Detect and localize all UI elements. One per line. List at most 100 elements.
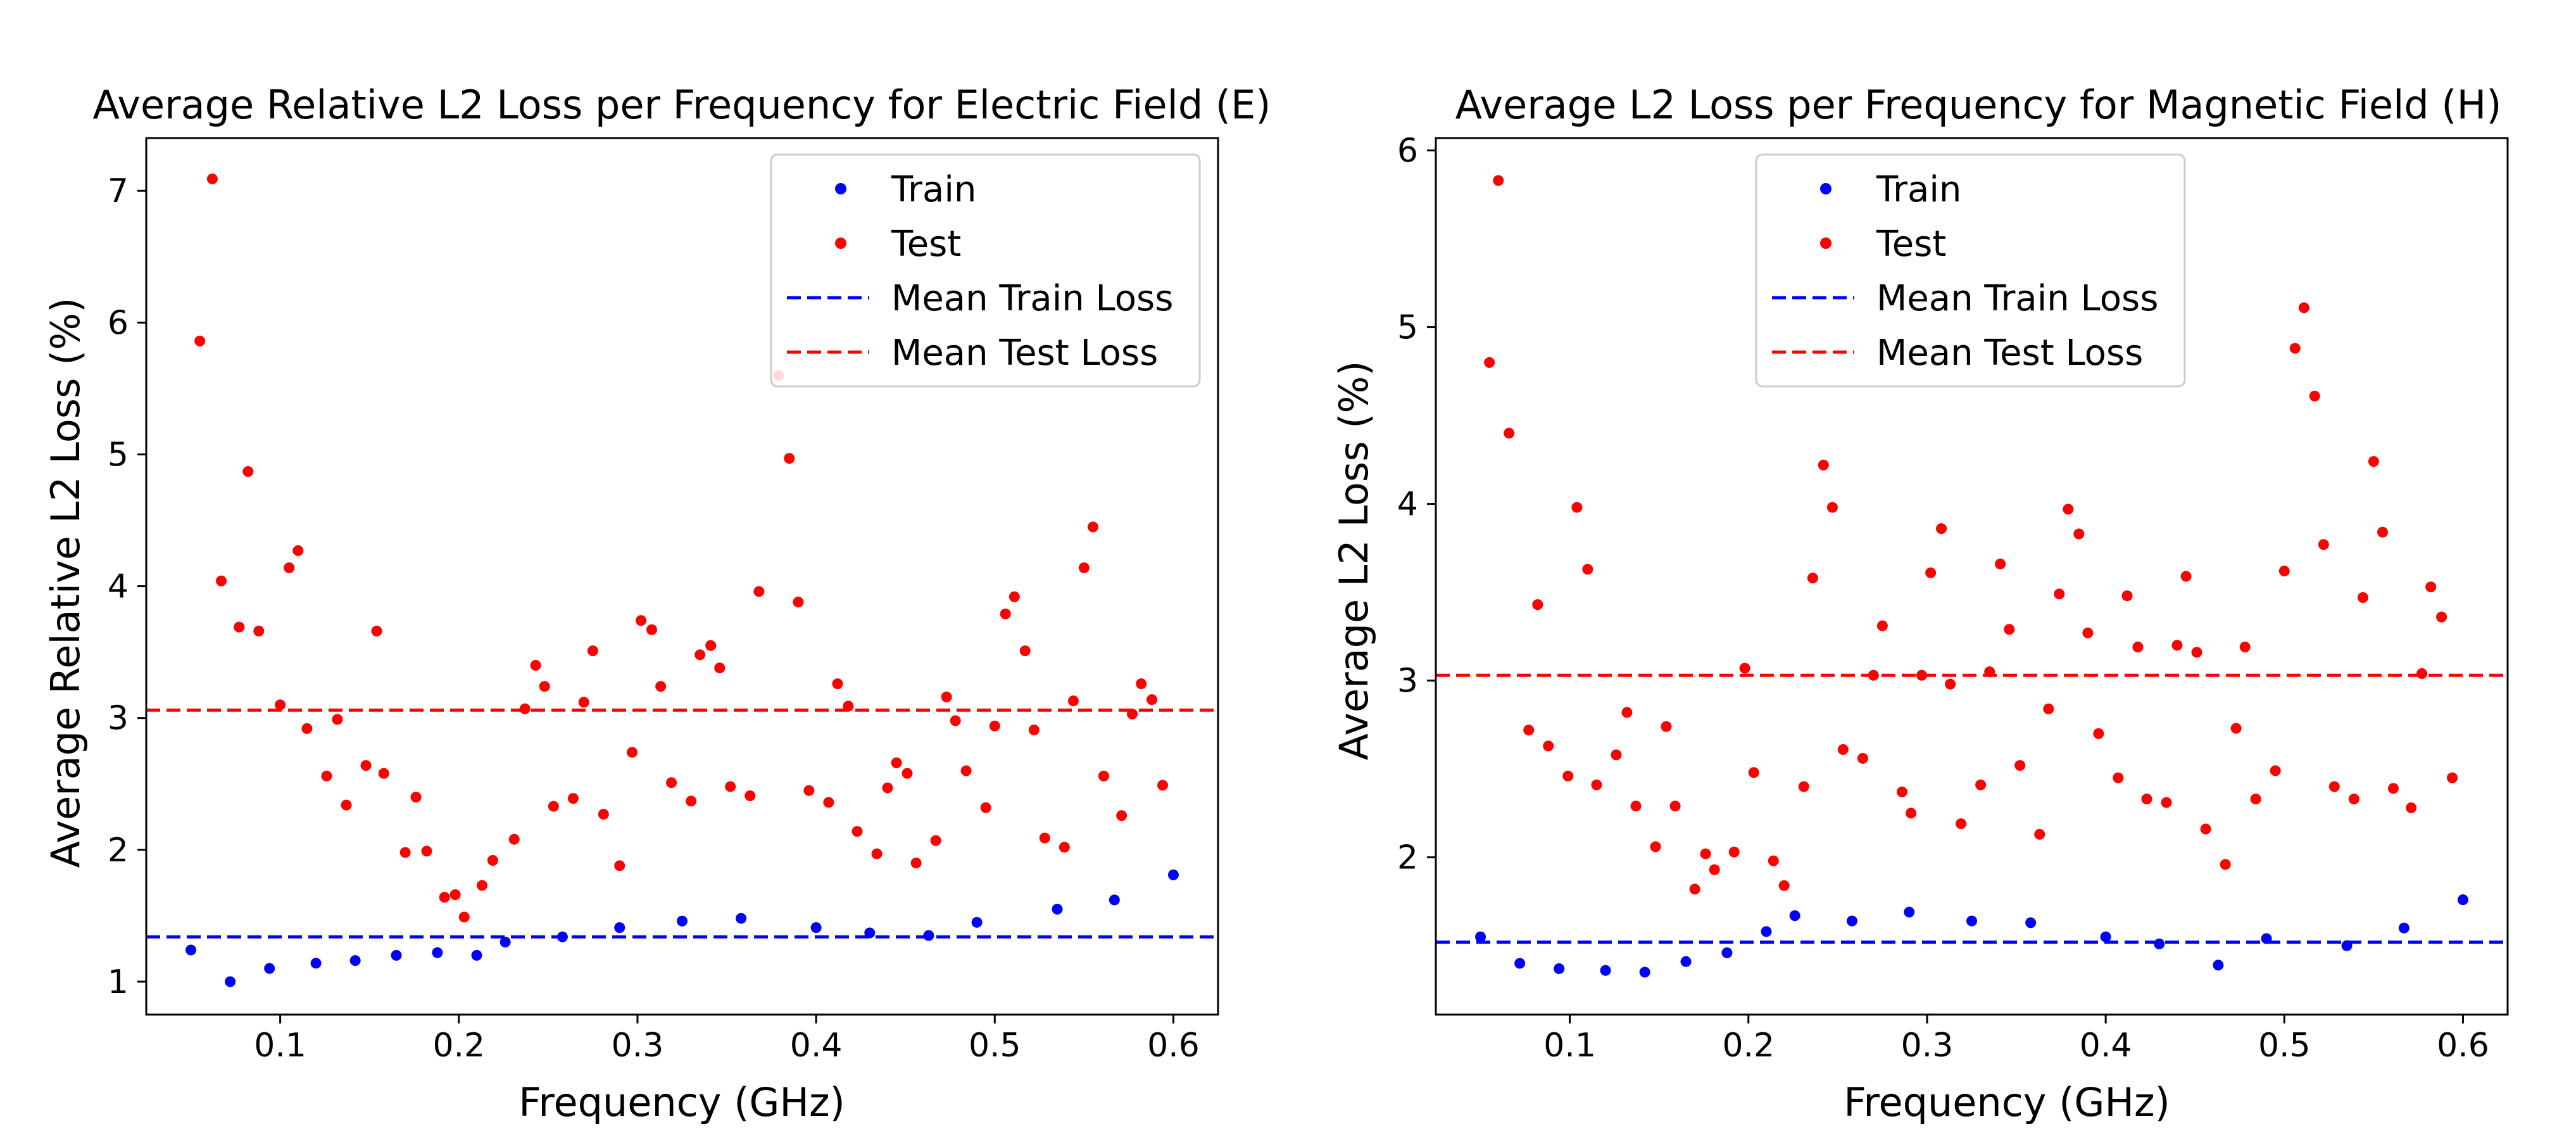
test-point (476, 880, 487, 891)
test-point (2073, 528, 2085, 540)
test-point (902, 768, 913, 779)
y-tick-label: 7 (108, 172, 129, 210)
test-point (587, 645, 598, 657)
train-point (923, 930, 934, 941)
test-point (1984, 666, 1995, 678)
legend-test-label: Test (1876, 224, 1946, 265)
x-tick-label: 0.5 (2258, 1027, 2311, 1065)
test-point (194, 336, 206, 347)
x-tick-label: 0.1 (254, 1027, 306, 1065)
test-point (275, 699, 286, 711)
test-point (2180, 571, 2192, 582)
test-point (1484, 357, 1495, 368)
legend-train-label: Train (891, 169, 976, 210)
train-point (2154, 938, 2165, 949)
test-point (539, 681, 550, 692)
legend-train-marker (835, 183, 846, 194)
test-point (2309, 390, 2320, 402)
test-point (206, 174, 218, 185)
train-point (1904, 906, 1915, 918)
legend-test-marker (1820, 238, 1831, 249)
train-point (1554, 963, 1565, 974)
x-tick-label: 0.2 (432, 1027, 485, 1065)
train-point (185, 944, 197, 956)
y-tick-label: 2 (108, 832, 129, 870)
test-point (321, 770, 332, 782)
y-axis-label: Average L2 Loss (%) (1331, 361, 1377, 761)
train-point (1109, 894, 1120, 906)
train-point (677, 915, 688, 927)
x-tick-label: 0.4 (790, 1027, 843, 1065)
test-point (1098, 770, 1109, 782)
test-point (399, 847, 411, 858)
test-point (2093, 728, 2104, 739)
test-point (1591, 779, 1602, 790)
x-ticks: 0.1 0.2 0.3 0.4 0.5 0.6 (1543, 1015, 2489, 1065)
test-point (292, 545, 304, 556)
legend-mean-test-label: Mean Test Loss (891, 332, 1158, 374)
test-point (626, 747, 638, 758)
train-point (1052, 904, 1063, 915)
test-point (508, 833, 520, 845)
test-point (1157, 780, 1169, 791)
legend-mean-test-label: Mean Test Loss (1876, 332, 2143, 374)
train-point (2398, 922, 2410, 934)
test-point (1039, 832, 1050, 844)
test-point (216, 575, 227, 586)
test-point (2063, 504, 2074, 515)
test-point (930, 835, 941, 846)
test-point (655, 681, 667, 692)
test-point (2298, 302, 2309, 314)
test-point (784, 453, 795, 464)
train-point (225, 976, 236, 987)
test-point (2387, 783, 2399, 794)
test-point (941, 691, 952, 702)
test-point (1127, 708, 1138, 719)
train-point (310, 958, 322, 969)
test-point (1826, 502, 1838, 513)
train-point (810, 922, 822, 934)
train-point (864, 927, 876, 939)
test-point (2132, 642, 2144, 653)
test-point (1650, 841, 1661, 852)
legend-box (1755, 153, 2186, 388)
train-point (1600, 965, 1611, 976)
test-point (614, 860, 625, 871)
test-point (1562, 770, 1574, 782)
train-point (736, 913, 747, 924)
train-point (556, 931, 568, 942)
test-point (1995, 558, 2006, 569)
test-point (2034, 828, 2045, 840)
test-point (519, 703, 531, 714)
legend: Train Test Mean Train Loss Mean Test Los… (1755, 153, 2186, 388)
magnetic-field-chart: Average L2 Loss per Frequency for Magnet… (1331, 82, 2509, 1125)
legend-test-label: Test (891, 224, 961, 265)
test-point (284, 562, 295, 573)
train-point (499, 937, 511, 948)
train-point (1475, 931, 1486, 942)
test-point (725, 781, 736, 792)
test-point (1945, 678, 1956, 690)
train-point (471, 949, 482, 961)
test-point (567, 793, 579, 804)
test-point (1582, 564, 1593, 575)
test-point (1700, 848, 1711, 859)
y-ticks: 2 3 4 5 6 (1397, 132, 1436, 877)
test-point (578, 697, 589, 708)
test-point (851, 826, 863, 837)
train-point (1761, 926, 1772, 937)
test-point (2406, 802, 2417, 814)
legend-box (770, 153, 1201, 388)
train-point (432, 947, 443, 958)
y-tick-label: 3 (108, 700, 129, 738)
test-point (882, 782, 893, 794)
test-point (714, 662, 726, 674)
y-tick-label: 6 (108, 304, 129, 342)
test-point (1748, 767, 1759, 778)
train-point (264, 963, 275, 974)
test-point (2278, 566, 2290, 577)
train-point (1846, 915, 1857, 927)
test-point (1028, 724, 1040, 735)
legend-train-marker (1820, 183, 1831, 194)
